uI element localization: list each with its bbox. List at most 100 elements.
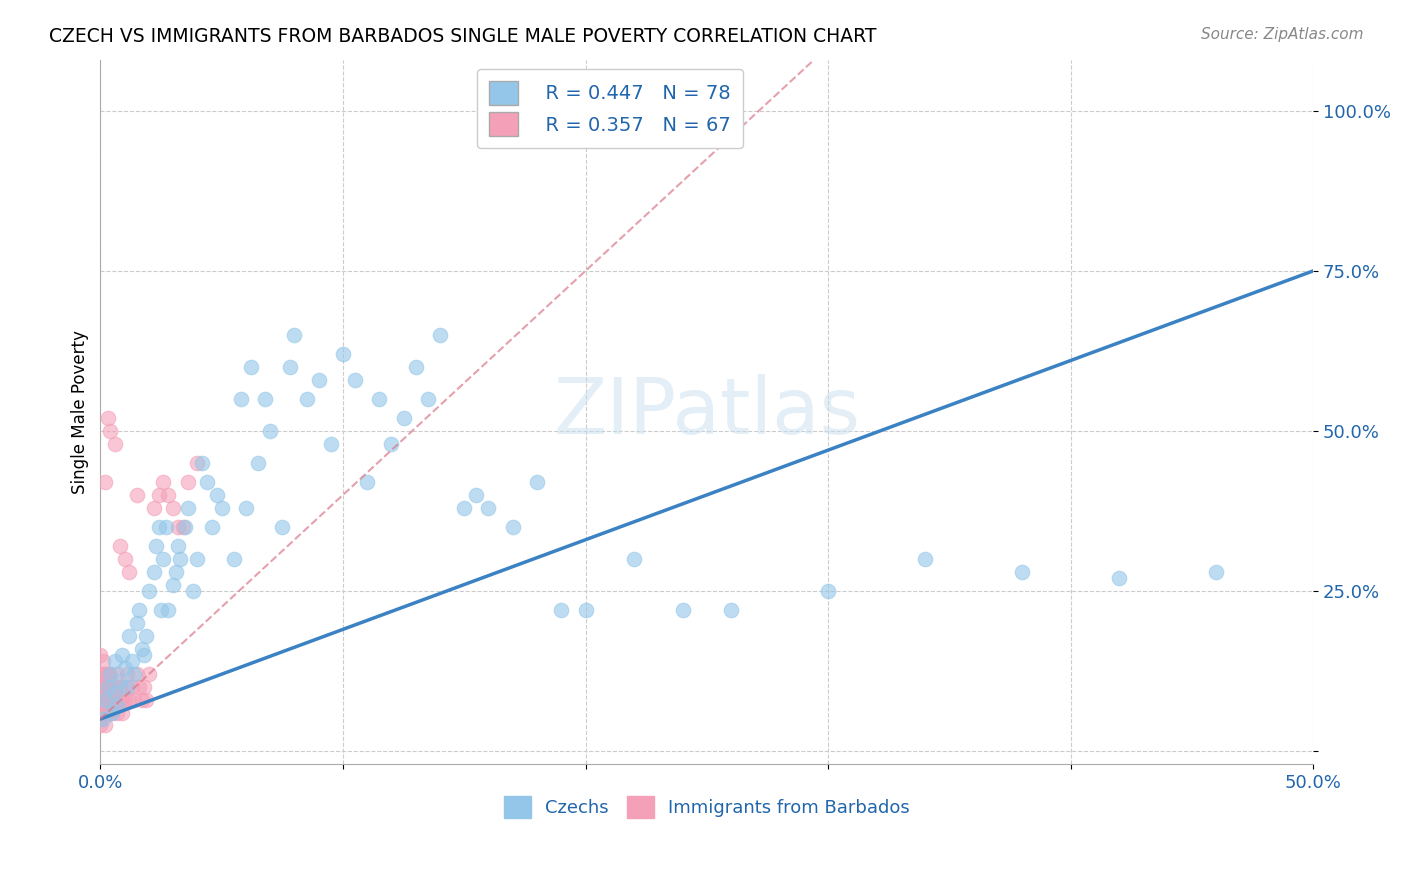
Point — [162, 500, 184, 515]
Point — [229, 392, 252, 406]
Point — [101, 706, 124, 720]
Point — [89, 673, 111, 688]
Point — [1011, 565, 1033, 579]
Point — [574, 603, 596, 617]
Point — [191, 456, 214, 470]
Point — [157, 603, 180, 617]
Point — [98, 667, 121, 681]
Point — [465, 488, 488, 502]
Text: CZECH VS IMMIGRANTS FROM BARBADOS SINGLE MALE POVERTY CORRELATION CHART: CZECH VS IMMIGRANTS FROM BARBADOS SINGLE… — [49, 27, 877, 45]
Point — [121, 680, 143, 694]
Point — [172, 520, 194, 534]
Point — [118, 565, 141, 579]
Point — [157, 488, 180, 502]
Point — [295, 392, 318, 406]
Point — [167, 539, 190, 553]
Point — [332, 347, 354, 361]
Point — [344, 373, 367, 387]
Point — [114, 552, 136, 566]
Point — [89, 712, 111, 726]
Point — [145, 539, 167, 553]
Point — [94, 718, 117, 732]
Point — [89, 706, 111, 720]
Point — [104, 436, 127, 450]
Point — [142, 500, 165, 515]
Point — [416, 392, 439, 406]
Point — [239, 359, 262, 374]
Point — [550, 603, 572, 617]
Point — [128, 603, 150, 617]
Point — [104, 680, 127, 694]
Point — [623, 552, 645, 566]
Point — [98, 693, 121, 707]
Point — [94, 693, 117, 707]
Point — [101, 693, 124, 707]
Point — [97, 411, 120, 425]
Point — [105, 667, 128, 681]
Point — [114, 680, 136, 694]
Point — [308, 373, 330, 387]
Point — [405, 359, 427, 374]
Point — [131, 693, 153, 707]
Point — [91, 667, 114, 681]
Point — [368, 392, 391, 406]
Point — [108, 673, 131, 688]
Point — [278, 359, 301, 374]
Point — [181, 584, 204, 599]
Point — [205, 488, 228, 502]
Point — [97, 693, 120, 707]
Point — [124, 667, 146, 681]
Point — [124, 693, 146, 707]
Point — [89, 686, 111, 700]
Point — [125, 667, 148, 681]
Point — [121, 654, 143, 668]
Legend: Czechs, Immigrants from Barbados: Czechs, Immigrants from Barbados — [496, 789, 917, 825]
Point — [94, 680, 117, 694]
Point — [222, 552, 245, 566]
Point — [128, 680, 150, 694]
Point — [356, 475, 378, 490]
Point — [247, 456, 270, 470]
Point — [186, 456, 208, 470]
Point — [186, 552, 208, 566]
Point — [111, 706, 134, 720]
Point — [101, 706, 124, 720]
Point — [98, 424, 121, 438]
Point — [125, 615, 148, 630]
Point — [108, 539, 131, 553]
Text: ZIPatlas: ZIPatlas — [554, 374, 860, 450]
Point — [138, 584, 160, 599]
Point — [174, 520, 197, 534]
Point — [380, 436, 402, 450]
Point — [155, 520, 177, 534]
Point — [526, 475, 548, 490]
Point — [91, 706, 114, 720]
Point — [89, 699, 111, 714]
Point — [91, 654, 114, 668]
Point — [125, 488, 148, 502]
Point — [502, 520, 524, 534]
Point — [152, 552, 174, 566]
Point — [453, 500, 475, 515]
Point — [114, 661, 136, 675]
Point — [94, 475, 117, 490]
Point — [176, 475, 198, 490]
Point — [169, 552, 191, 566]
Point — [115, 680, 138, 694]
Point — [105, 699, 128, 714]
Point — [135, 629, 157, 643]
Point — [97, 667, 120, 681]
Point — [132, 648, 155, 662]
Point — [148, 488, 170, 502]
Point — [98, 706, 121, 720]
Point — [429, 327, 451, 342]
Point — [98, 667, 121, 681]
Point — [477, 500, 499, 515]
Point — [720, 603, 742, 617]
Point — [104, 686, 127, 700]
Point — [131, 641, 153, 656]
Point — [1205, 565, 1227, 579]
Point — [167, 520, 190, 534]
Point — [108, 680, 131, 694]
Point — [97, 680, 120, 694]
